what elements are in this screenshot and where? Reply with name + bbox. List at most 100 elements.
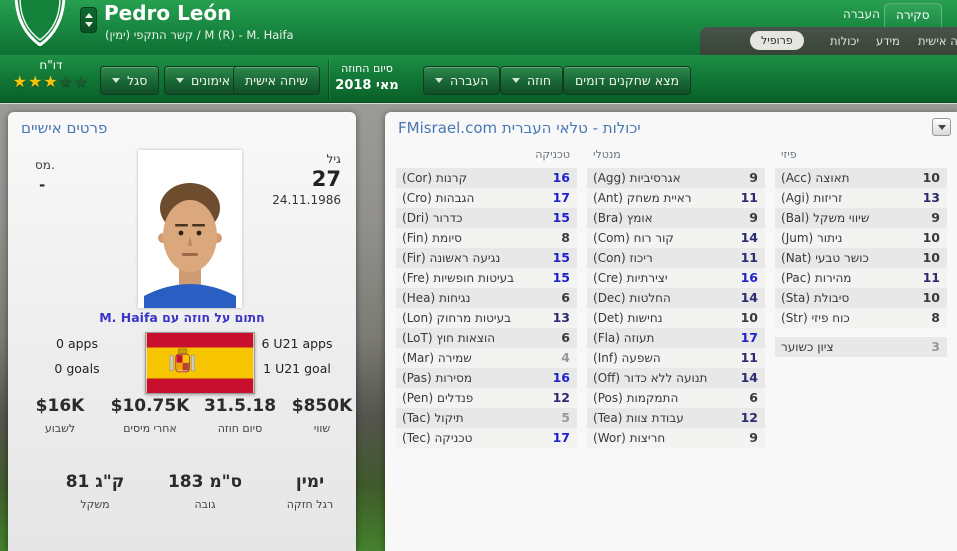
attribute-row: הוצאות חוץ (LoT) 6 [396,328,577,348]
attribute-value: 6 [749,390,758,405]
attribute-value: 15 [552,250,570,265]
apps-value: 0 apps [56,336,98,351]
chevron-down-icon [435,78,443,83]
star-icon: ★ [12,72,28,91]
attribute-label: זריזות (Agi) [781,191,843,205]
attribute-label: ציון כשוער [781,340,834,354]
signed-contract-link[interactable]: חתום על חוזה עם M. Haifa [99,310,265,325]
contract-expiry-info: סיום החוזה מאי 2018 [333,62,401,93]
attribute-value: 11 [922,270,940,285]
after-tax-label: אחרי מיסים [123,422,177,435]
attribute-value: 10 [922,290,940,305]
attribute-row: אגרסיביות (Agg) 9 [587,168,765,188]
attribute-row: סיומת (Fin) 8 [396,228,577,248]
attribute-row: תעוזה (Fla) 17 [587,328,765,348]
attribute-row: נגיעה ראשונה (Fir) 15 [396,248,577,268]
attribute-row: התמקמות (Pos) 6 [587,388,765,408]
chevron-down-icon[interactable] [84,22,93,28]
attribute-value: 15 [552,210,570,225]
star-icon: ★ [27,72,44,91]
attribute-label: ראיית משחק (Ant) [593,191,692,205]
attribute-value: 13 [922,190,940,205]
training-dropdown-button[interactable]: אימונים [164,66,243,95]
spain-flag [145,332,255,394]
player-selector-stepper[interactable] [80,7,97,33]
squad-number-value: - [39,176,46,194]
panel-menu-button[interactable] [932,118,951,136]
attribute-value: 9 [749,170,758,185]
age-label: גיל [326,152,341,166]
market-value: $850K [291,396,353,416]
attribute-value: 13 [552,310,570,325]
goals-value: 0 goals [54,361,100,376]
height-label: גובה [194,498,216,511]
tab-overview[interactable]: סקירה [884,3,942,28]
weight-value: 81 ק"ג [65,472,125,492]
contract-end-stat: 31.5.18 סיום חוזה [192,396,288,435]
attribute-label: מסירות (Pas) [402,371,473,385]
attribute-row: תנועה ללא כדור (Off) 14 [587,368,765,388]
attribute-label: תיקול (Tac) [402,411,464,425]
attribute-value: 10 [922,250,940,265]
attribute-value: 11 [740,250,758,265]
attribute-value: 15 [552,270,570,285]
attribute-value: 16 [552,370,570,385]
transfer-dropdown-button[interactable]: העברה [423,66,501,95]
attribute-label: התמקמות (Pos) [593,391,679,405]
club-crest-logo [14,0,66,46]
tab-profile[interactable]: פרופיל [750,31,804,50]
attribute-value: 6 [561,330,570,345]
squad-dropdown-button[interactable]: סגל [100,66,160,95]
find-similar-players-button[interactable]: מצא שחקנים דומים [563,66,692,95]
attribute-label: הגבהות (Cro) [402,191,475,205]
attribute-row: תאוצה (Acc) 10 [775,168,947,188]
attribute-value: 17 [552,190,570,205]
attribute-value: 6 [561,290,570,305]
player-photo [138,150,242,308]
attributes-column: מנטלי אגרסיביות (Agg) 9 ראיית משחק (Ant) 11 א… [587,148,765,448]
chevron-up-icon[interactable] [84,12,93,18]
attribute-row: הגבהות (Cro) 17 [396,188,577,208]
scout-report-rating: דו"ח ★★★★★ [8,58,94,91]
attribute-label: ריכוז (Con) [593,251,653,265]
attribute-group-header: טכניקה [535,148,570,161]
attribute-row: פנדלים (Pen) 12 [396,388,577,408]
attribute-row: קור רוח (Com) 14 [587,228,765,248]
contract-end-label: סיום חוזה [217,422,263,435]
attribute-label: קור רוח (Com) [593,231,674,245]
attribute-label: טכניקה (Tec) [402,431,473,445]
tab-abilities[interactable]: יכולות [830,34,860,48]
star-icon: ★ [58,72,75,91]
contract-dropdown-button[interactable]: חוזה [500,66,564,95]
attribute-value: 10 [922,170,940,185]
weight-stat: 81 ק"ג משקל [45,472,145,511]
tab-information[interactable]: מידע [876,34,900,48]
attribute-row: עבודת צוות (Tea) 12 [587,408,765,428]
attribute-label: תעוזה (Fla) [593,331,655,345]
goalkeeper-rating-row: ציון כשוער 3 [775,337,947,357]
attribute-value: 10 [740,310,758,325]
wage-label: לשבוע [44,422,76,435]
attribute-value: 9 [931,210,940,225]
chevron-down-icon [112,78,120,83]
attributes-column: פיזי תאוצה (Acc) 10 זריזות (Agi) 13 שיווי משק… [775,148,947,448]
age-value: 27 [311,167,341,191]
after-tax-value: $10.75K [110,396,190,416]
personal-chat-button[interactable]: שיחה אישית [233,66,320,95]
header: Pedro León קשר התקפי (ימין) / M (R) - M.… [0,0,957,55]
attribute-row: קרנות (Cor) 16 [396,168,577,188]
attribute-value: 14 [740,290,758,305]
height-stat: 183 ס"מ גובה [155,472,255,511]
attribute-row: ריכוז (Con) 11 [587,248,765,268]
attribute-row: נגיחות (Hea) 6 [396,288,577,308]
attribute-label: סיומת (Fin) [402,231,462,245]
contract-expiry-value: מאי 2018 [335,78,399,93]
market-value-label: שווי [313,422,331,435]
tab-transfer[interactable]: העברה [843,7,880,21]
attribute-value: 16 [552,170,570,185]
find-similar-label: מצא שחקנים דומים [575,73,680,88]
attribute-label: פנדלים (Pen) [402,391,474,405]
tab-personal-history[interactable]: ה אישית [918,34,957,48]
attribute-value: 9 [749,210,758,225]
attributes-grid: טכניקה קרנות (Cor) 16 הגבהות (Cro) 17 כדרור (… [396,148,947,448]
